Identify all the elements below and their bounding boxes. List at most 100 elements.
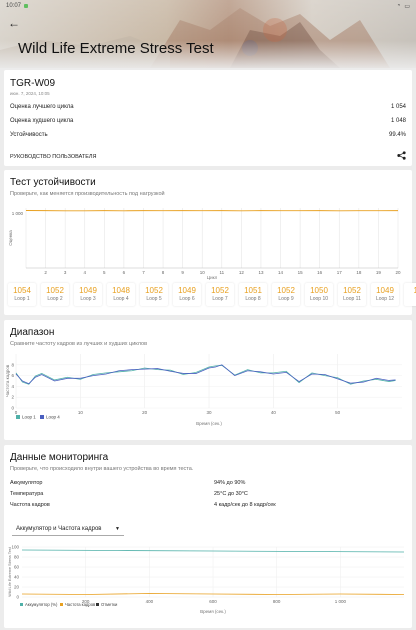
stability-label: Устойчивость — [10, 132, 48, 138]
status-time: 10:07 — [6, 3, 22, 9]
x-tick-label: 18 — [356, 270, 362, 275]
y-tick-label: 100 — [11, 545, 19, 550]
wifi-icon: ◔ — [396, 3, 401, 9]
y-tick-label: 0 — [16, 595, 19, 600]
y-tick-label: 20 — [14, 585, 20, 590]
loop-score-value: 1048 — [112, 286, 130, 295]
stability-row: Устойчивость 99.4% — [10, 132, 406, 138]
loop-score-value: 1049 — [178, 286, 196, 295]
temperature-label: Температура — [10, 491, 44, 497]
x-tick-label: 20 — [142, 410, 148, 415]
share-icon[interactable] — [397, 151, 406, 162]
series-line-2 — [21, 593, 405, 595]
x-tick-label: 3 — [64, 270, 67, 275]
y-tick-label: 4 — [11, 384, 14, 389]
x-tick-label: 400 — [146, 599, 154, 604]
x-tick-label: 9 — [181, 270, 184, 275]
x-tick-label: 11 — [219, 270, 224, 275]
page-title: Wild Life Extreme Stress Test — [18, 40, 214, 57]
x-tick-label: 10 — [78, 410, 84, 415]
worst-loop-label: Оценка худшего цикла — [10, 118, 74, 124]
loop-score-value: 1052 — [277, 286, 295, 295]
test-date: июн. 7, 2024, 10:05 — [10, 91, 50, 96]
x-tick-label: 5 — [103, 270, 106, 275]
loop-score-label: Loop 9 — [278, 296, 294, 302]
loop-score-card[interactable]: 1054 Loop 1 — [8, 283, 36, 306]
range-card: Диапазон Сравните частоту кадров из лучш… — [4, 320, 412, 440]
legend-label-loop1: Loop 1 — [22, 415, 36, 420]
user-guide-row[interactable]: РУКОВОДСТВО ПОЛЬЗОВАТЕЛЯ — [10, 151, 406, 162]
x-tick-label: 14 — [278, 270, 284, 275]
loop-score-label: Loop 8 — [245, 296, 261, 302]
x-tick-label: 7 — [142, 270, 145, 275]
x-tick-label: 800 — [273, 599, 281, 604]
loop-score-label: Loop 4 — [113, 296, 129, 302]
x-tick-label: 19 — [376, 270, 382, 275]
y-tick-label: 1 000 — [12, 211, 24, 216]
x-tick-label: 50 — [335, 410, 341, 415]
loop-score-card[interactable]: 1052 Loop 11 — [338, 283, 366, 306]
loop-score-card[interactable]: 1049 Loop 6 — [173, 283, 201, 306]
stability-value: 99.4% — [388, 132, 406, 138]
loop-score-value: 1050 — [310, 286, 328, 295]
loop-score-card[interactable]: 1052 Loop 7 — [206, 283, 234, 306]
loop-score-card[interactable]: 1049 Loop 3 — [74, 283, 102, 306]
monitoring-subtitle: Проверьте, что происходило внутри вашего… — [10, 466, 194, 472]
loop-score-card[interactable]: 1051 Loop 8 — [239, 283, 267, 306]
legend-label-loop4: Loop 4 — [46, 415, 60, 420]
legend-label-battery: Аккумулятор (%) — [25, 602, 58, 607]
legend-swatch-fps — [60, 603, 63, 606]
stability-chart: 2 3 4 5 6 7 8 9 10 11 12 13 14 15 16 17 18 19 20 1 000 Оценк… — [8, 208, 401, 280]
chart-type-dropdown[interactable]: Аккумулятор и Частота кадров ▼ — [12, 522, 124, 536]
loop-score-label: Loop 12 — [375, 296, 395, 302]
device-card: TGR-W09 июн. 7, 2024, 10:05 Оценка лучше… — [4, 70, 412, 166]
legend-label-marks: Отметки — [101, 602, 118, 607]
loop-score-label: Loop 11 — [343, 296, 361, 302]
dropdown-selected: Аккумулятор и Частота кадров — [16, 525, 102, 532]
y-tick-label: 0 — [11, 406, 14, 411]
x-tick-label: 10 — [200, 270, 206, 275]
framerate-row: Частота кадров 4 кадр/сек до 8 кадр/сек — [10, 502, 406, 508]
series-line-1 — [15, 364, 396, 385]
loop-score-card[interactable]: 1052 Loop 5 — [140, 283, 168, 306]
loop-score-list: 1054 Loop 1 1052 Loop 2 1049 Loop 3 1048 Loop 4… — [8, 283, 416, 306]
back-arrow-icon[interactable]: ← — [8, 16, 20, 30]
worst-loop-row: Оценка худшего цикла 1 048 — [10, 118, 406, 124]
x-tick-label: 4 — [83, 270, 86, 275]
loop-score-card[interactable]: 1049 Loop 12 — [371, 283, 399, 306]
best-loop-value: 1 054 — [390, 104, 406, 110]
x-tick-label: 13 — [258, 270, 264, 275]
loop-score-card[interactable]: 1050 Loop 10 — [305, 283, 333, 306]
x-tick-label: 16 — [317, 270, 323, 275]
loop-score-value: 1052 — [211, 286, 229, 295]
y-tick-label: 2 — [11, 395, 14, 400]
status-bar: 10:07 ◔ ▭ — [0, 0, 416, 12]
loop-score-card[interactable]: 1052 Loop 2 — [41, 283, 69, 306]
loop-score-card[interactable]: 1048 Loop 4 — [107, 283, 135, 306]
loop-score-label: Loop 7 — [212, 296, 228, 302]
user-guide-link[interactable]: РУКОВОДСТВО ПОЛЬЗОВАТЕЛЯ — [10, 153, 97, 160]
loop-score-label: Loop 10 — [309, 296, 329, 302]
framerate-label: Частота кадров — [10, 502, 50, 508]
loop-score-value: 1054 — [13, 286, 31, 295]
loop-score-label: Loop 5 — [146, 296, 162, 302]
legend-swatch-loop4 — [40, 415, 44, 419]
x-tick-label: 20 — [395, 270, 401, 275]
x-tick-label: 200 — [82, 599, 90, 604]
loop-score-label: Loop 3 — [80, 296, 96, 302]
monitoring-card: Данные мониторинга Проверьте, что происх… — [4, 445, 412, 628]
stability-subtitle: Проверьте, как меняется производительнос… — [10, 191, 165, 197]
y-tick-label: 40 — [14, 575, 20, 580]
best-loop-label: Оценка лучшего цикла — [10, 104, 74, 110]
loop-score-label: Loop 2 — [47, 296, 63, 302]
loop-score-value: 1049 — [376, 286, 394, 295]
loop-score-label: Loop 6 — [179, 296, 195, 302]
worst-loop-value: 1 048 — [390, 118, 406, 124]
loop-score-card[interactable]: 10 — [404, 283, 416, 306]
x-tick-label: 30 — [206, 410, 212, 415]
loop-score-card[interactable]: 1052 Loop 9 — [272, 283, 300, 306]
temperature-row: Температура 25°C до 30°C — [10, 491, 406, 497]
x-tick-label: 15 — [298, 270, 304, 275]
legend-swatch-loop1 — [16, 415, 20, 419]
x-tick-label: 12 — [239, 270, 245, 275]
